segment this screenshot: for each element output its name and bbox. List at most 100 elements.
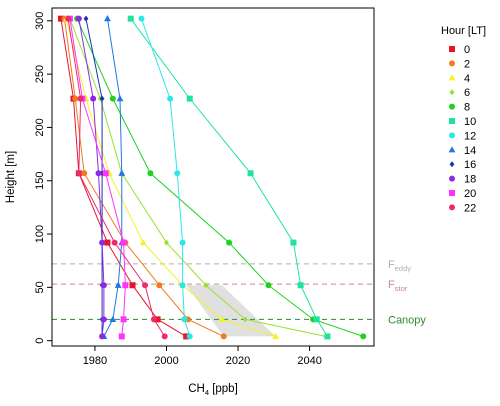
y-axis-title: Height [m]: [5, 151, 17, 203]
point-16-157: [99, 170, 105, 177]
legend-marker-10: [449, 118, 455, 124]
series-layer: [57, 15, 367, 340]
point-18-92: [99, 239, 106, 246]
legend-marker-6: [449, 89, 455, 96]
y-tick-label-200: 200: [34, 118, 46, 136]
point-6-52: [203, 282, 209, 289]
legend-marker-22: [449, 204, 455, 211]
point-0-4: [183, 333, 190, 340]
point-12-302: [138, 15, 145, 22]
series-line-0: [60, 18, 187, 337]
point-18-157: [95, 170, 102, 177]
point-10-157: [247, 170, 254, 177]
point-16-227: [99, 95, 105, 102]
point-20-4: [118, 333, 125, 340]
legend-marker-14: [448, 146, 456, 153]
legend-item-18: 18: [449, 174, 476, 186]
point-16-302: [83, 15, 89, 22]
legend-marker-20: [449, 190, 455, 196]
legend-label-0: 0: [464, 44, 470, 56]
point-20-157: [102, 170, 109, 177]
legend: 0 2 4 6 8 10 12 14 16 18 20 22: [448, 44, 476, 214]
legend-label-16: 16: [464, 159, 476, 171]
legend-label-22: 22: [464, 202, 476, 214]
point-20-20: [120, 316, 127, 323]
point-8-157: [147, 170, 154, 177]
point-4-20: [218, 315, 226, 322]
shaded-region-layer: [186, 285, 276, 337]
point-22-52: [142, 282, 149, 289]
point-2-4: [220, 333, 227, 340]
point-8-227: [109, 95, 116, 102]
point-10-4: [324, 333, 331, 340]
legend-item-14: 14: [448, 145, 476, 157]
point-22-157: [75, 170, 82, 177]
series-12: [138, 15, 193, 340]
point-10-227: [186, 95, 193, 102]
point-8-4: [360, 333, 367, 340]
legend-item-10: 10: [449, 116, 476, 128]
point-14-157: [118, 169, 126, 176]
point-22-4: [161, 333, 168, 340]
legend-label-18: 18: [464, 174, 476, 186]
legend-label-8: 8: [464, 102, 470, 114]
series-line-22: [67, 18, 166, 337]
y-tick-label-0: 0: [34, 338, 46, 344]
legend-marker-16: [449, 161, 455, 168]
point-18-52: [100, 282, 107, 289]
point-0-20: [154, 316, 161, 323]
point-14-52: [114, 281, 122, 288]
legend-marker-12: [449, 132, 455, 139]
legend-label-4: 4: [464, 73, 470, 85]
legend-item-16: 16: [449, 159, 476, 171]
legend-item-22: 22: [449, 202, 476, 214]
legend-item-8: 8: [449, 102, 470, 114]
point-4-92: [139, 238, 147, 246]
point-14-20: [109, 315, 117, 322]
point-2-227: [72, 95, 79, 102]
point-12-4: [186, 333, 193, 340]
legend-label-14: 14: [464, 145, 476, 157]
point-22-92: [111, 239, 118, 246]
point-0-92: [104, 239, 111, 246]
point-18-4: [99, 333, 106, 340]
y-tick-label-50: 50: [34, 281, 46, 293]
point-10-302: [127, 15, 134, 22]
point-12-227: [167, 95, 174, 102]
point-0-302: [57, 15, 64, 22]
storage-flux-shaded-region: [186, 285, 276, 337]
legend-item-12: 12: [449, 130, 476, 142]
x-tick-label-2040: 2040: [297, 355, 321, 367]
y-tick-label-250: 250: [34, 65, 46, 83]
series-line-18: [78, 18, 105, 337]
y-tick-label-300: 300: [34, 12, 46, 30]
y-tick-label-150: 150: [34, 172, 46, 190]
x-tick-label-2000: 2000: [154, 355, 178, 367]
point-18-302: [75, 15, 82, 22]
reference-line-label-0: Feddy: [388, 259, 411, 273]
point-2-52: [156, 282, 163, 289]
point-10-20: [313, 316, 320, 323]
x-tick-label-1980: 1980: [83, 355, 107, 367]
point-18-227: [90, 95, 97, 102]
series-10: [127, 15, 331, 340]
point-10-92: [290, 239, 297, 246]
legend-label-10: 10: [464, 116, 476, 128]
point-22-302: [65, 15, 72, 22]
point-20-52: [122, 282, 129, 289]
point-10-52: [297, 282, 304, 289]
legend-marker-18: [449, 175, 455, 182]
legend-item-0: 0: [449, 44, 470, 56]
point-8-92: [226, 239, 233, 246]
series-line-10: [130, 18, 328, 337]
x-tick-label-2020: 2020: [226, 355, 250, 367]
point-12-157: [174, 170, 181, 177]
legend-label-20: 20: [464, 188, 476, 200]
series-18: [75, 15, 107, 340]
series-8: [74, 15, 367, 340]
legend-marker-8: [449, 103, 455, 110]
legend-label-2: 2: [464, 58, 470, 70]
y-tick-label-100: 100: [34, 225, 46, 243]
point-20-92: [120, 239, 127, 246]
plot-frame: [51, 7, 375, 347]
